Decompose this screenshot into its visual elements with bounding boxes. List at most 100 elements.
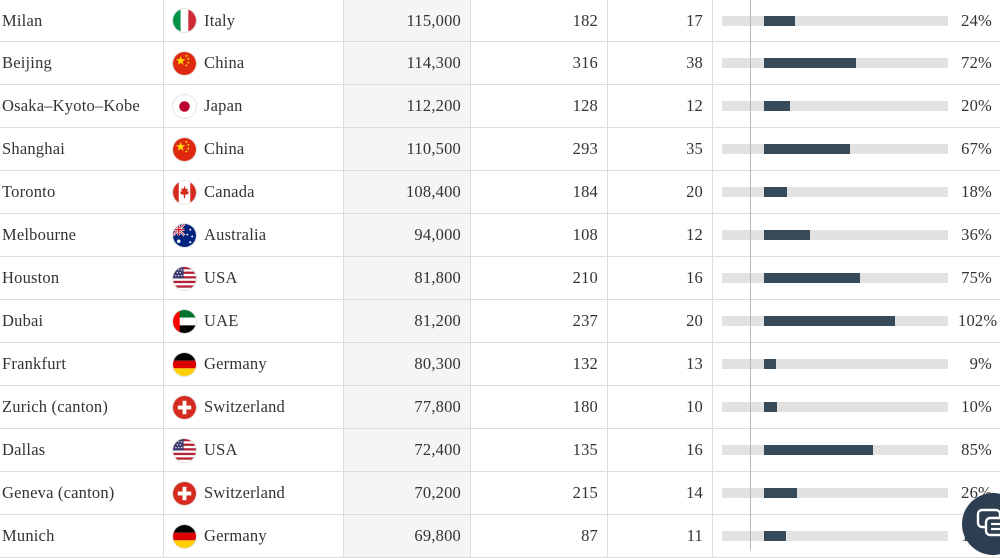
country-cell: Canada xyxy=(163,170,344,214)
value-cell-1: 81,800 xyxy=(343,256,471,300)
bar-fill xyxy=(764,445,873,455)
percent-cell: 10% xyxy=(958,385,1000,429)
value-cell-3: 11 xyxy=(607,514,713,558)
bar-fill xyxy=(764,359,776,369)
country-label: Italy xyxy=(204,10,236,30)
country-label: USA xyxy=(204,268,238,287)
country-cell: Japan xyxy=(163,84,344,128)
city-cell: Dubai xyxy=(0,299,164,343)
country-cell: Germany xyxy=(163,514,344,558)
city-cell: Shanghai xyxy=(0,127,164,171)
city-cell: Geneva (canton) xyxy=(0,471,164,515)
bar-cell xyxy=(712,127,958,171)
bar-cell xyxy=(712,0,958,42)
bar-fill xyxy=(764,488,797,498)
percent-cell: 102% xyxy=(958,299,1000,343)
bar-cell xyxy=(712,256,958,300)
usa-flag-icon xyxy=(173,266,196,290)
value-cell-3: 38 xyxy=(607,41,713,85)
country-label: USA xyxy=(204,440,238,459)
value-cell-3: 20 xyxy=(607,170,713,214)
city-cell: Munich xyxy=(0,514,164,558)
value-cell-3: 20 xyxy=(607,299,713,343)
value-cell-3: 35 xyxy=(607,127,713,171)
value-cell-1: 77,800 xyxy=(343,385,471,429)
percent-cell: 20% xyxy=(958,84,1000,128)
percent-cell: 75% xyxy=(958,256,1000,300)
country-label: Germany xyxy=(204,354,267,373)
bar-cell xyxy=(712,428,958,472)
germany-flag-icon xyxy=(173,524,196,548)
value-cell-1: 115,000 xyxy=(343,0,471,42)
value-cell-1: 112,200 xyxy=(343,84,471,128)
value-cell-2: 210 xyxy=(470,256,608,300)
bar-axis-line xyxy=(750,0,751,550)
bar-track xyxy=(722,144,948,154)
country-label: Switzerland xyxy=(204,483,286,502)
value-cell-1: 94,000 xyxy=(343,213,471,257)
country-label: China xyxy=(204,53,245,72)
value-cell-1: 110,500 xyxy=(343,127,471,171)
usa-flag-icon xyxy=(173,438,196,462)
value-cell-3: 10 xyxy=(607,385,713,429)
bar-track xyxy=(722,488,948,498)
bar-cell xyxy=(712,471,958,515)
china-flag-icon xyxy=(173,51,196,75)
value-cell-3: 16 xyxy=(607,428,713,472)
value-cell-1: 81,200 xyxy=(343,299,471,343)
uae-flag-icon xyxy=(173,309,196,333)
bar-track xyxy=(722,15,948,26)
country-label: Australia xyxy=(204,225,267,244)
country-cell: Switzerland xyxy=(163,385,344,429)
value-cell-2: 135 xyxy=(470,428,608,472)
country-cell: UAE xyxy=(163,299,344,343)
value-cell-2: 182 xyxy=(470,0,608,42)
italy-flag-icon xyxy=(173,9,196,32)
switzerland-flag-icon xyxy=(173,481,196,505)
canada-flag-icon xyxy=(173,180,196,204)
country-label: Germany xyxy=(204,526,267,545)
value-cell-2: 184 xyxy=(470,170,608,214)
country-cell: USA xyxy=(163,256,344,300)
country-cell: Australia xyxy=(163,213,344,257)
percent-cell: 18% xyxy=(958,170,1000,214)
table-row: Dallas USA 72,400 135 16 85% xyxy=(0,428,1000,472)
value-cell-1: 108,400 xyxy=(343,170,471,214)
bar-fill xyxy=(764,101,790,111)
table-row: Osaka–Kyoto–Kobe Japan 112,200 128 12 20% xyxy=(0,84,1000,128)
value-cell-3: 13 xyxy=(607,342,713,386)
bar-cell xyxy=(712,299,958,343)
value-cell-3: 14 xyxy=(607,471,713,515)
value-cell-1: 69,800 xyxy=(343,514,471,558)
country-cell: Switzerland xyxy=(163,471,344,515)
table-row: Zurich (canton) Switzerland 77,800 180 10 10% xyxy=(0,385,1000,429)
city-cell: Toronto xyxy=(0,170,164,214)
table-row: Beijing China 114,300 316 38 72% xyxy=(0,41,1000,85)
bar-track xyxy=(722,230,948,240)
bar-track xyxy=(722,101,948,111)
bar-fill xyxy=(764,58,856,68)
value-cell-3: 12 xyxy=(607,213,713,257)
country-cell: USA xyxy=(163,428,344,472)
percent-cell: 24% xyxy=(958,0,1000,42)
country-label: Japan xyxy=(204,96,243,115)
city-cell: Beijing xyxy=(0,41,164,85)
bar-track xyxy=(722,531,948,541)
value-cell-2: 293 xyxy=(470,127,608,171)
country-cell: Germany xyxy=(163,342,344,386)
table-row: Shanghai China 110,500 293 35 67% xyxy=(0,127,1000,171)
table-row: Melbourne Australia 94,000 108 12 36% xyxy=(0,213,1000,257)
value-cell-2: 108 xyxy=(470,213,608,257)
value-cell-1: 72,400 xyxy=(343,428,471,472)
table-row: Milan Italy 115,000 182 17 24% xyxy=(0,0,1000,42)
percent-cell: 67% xyxy=(958,127,1000,171)
bar-track xyxy=(722,273,948,283)
table-row: Toronto Canada 108,400 184 20 18% xyxy=(0,170,1000,214)
bar-fill xyxy=(764,15,795,26)
germany-flag-icon xyxy=(173,352,196,376)
city-cell: Melbourne xyxy=(0,213,164,257)
percent-cell: 36% xyxy=(958,213,1000,257)
bar-fill xyxy=(764,531,786,541)
